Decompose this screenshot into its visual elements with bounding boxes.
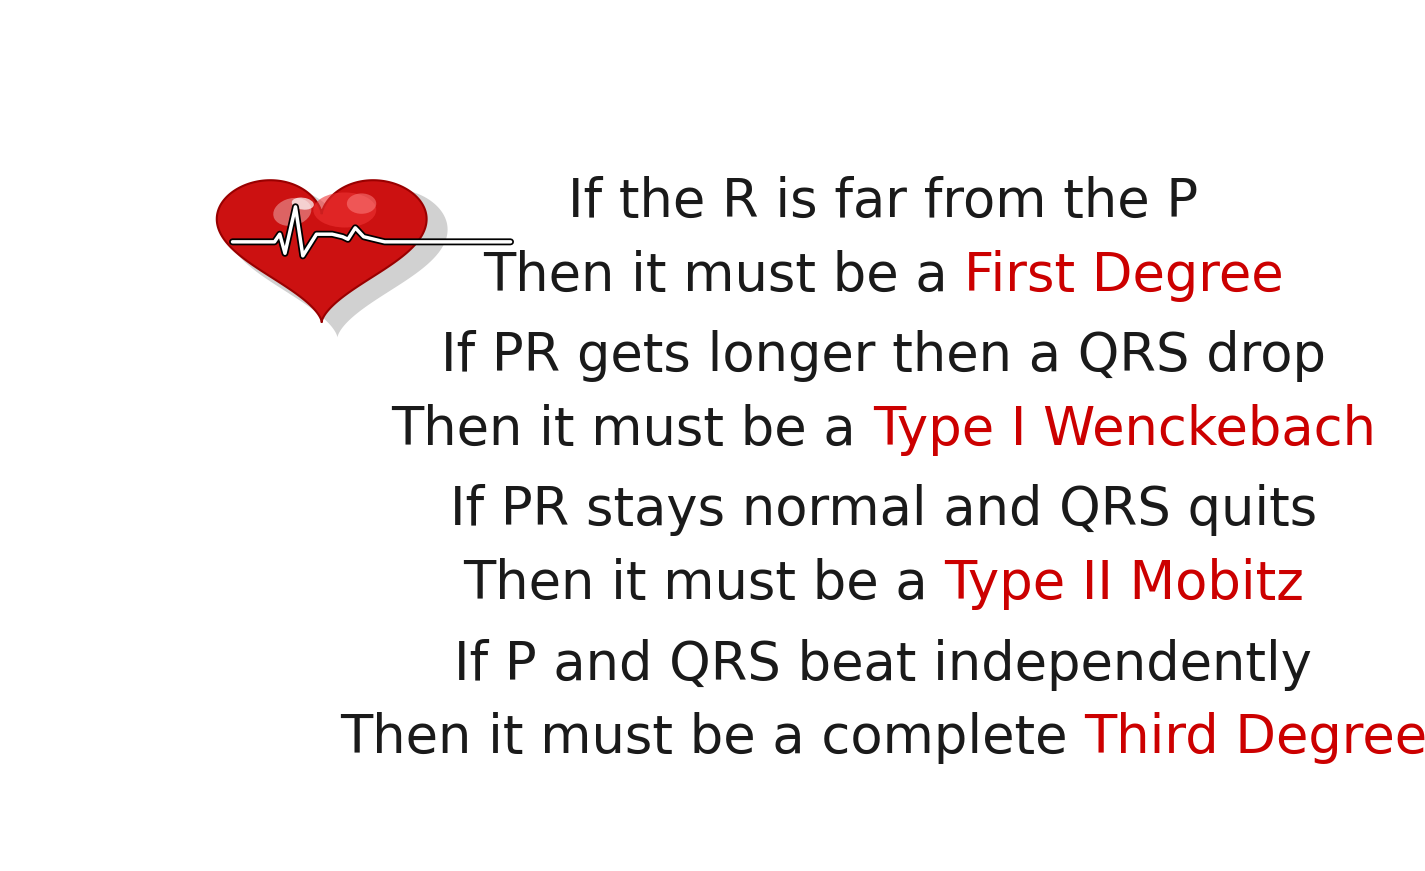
Polygon shape bbox=[227, 189, 447, 338]
Text: Third Degree: Third Degree bbox=[1084, 712, 1425, 765]
Text: If P and QRS beat independently: If P and QRS beat independently bbox=[455, 638, 1312, 691]
Ellipse shape bbox=[314, 192, 376, 227]
Text: Then it must be a: Then it must be a bbox=[483, 249, 965, 301]
Ellipse shape bbox=[292, 198, 314, 210]
Text: Then it must be a: Then it must be a bbox=[392, 404, 872, 456]
Text: If the R is far from the P: If the R is far from the P bbox=[569, 176, 1198, 228]
Text: First Degree: First Degree bbox=[965, 249, 1284, 301]
Text: If PR gets longer then a QRS drop: If PR gets longer then a QRS drop bbox=[440, 330, 1327, 382]
Text: Type II Mobitz: Type II Mobitz bbox=[945, 558, 1304, 610]
Ellipse shape bbox=[274, 198, 312, 226]
Text: If PR stays normal and QRS quits: If PR stays normal and QRS quits bbox=[450, 484, 1317, 537]
Ellipse shape bbox=[346, 193, 376, 213]
Text: Then it must be a complete: Then it must be a complete bbox=[339, 712, 1084, 765]
Polygon shape bbox=[217, 180, 426, 322]
Text: Then it must be a: Then it must be a bbox=[463, 558, 945, 610]
Text: Type I Wenckebach: Type I Wenckebach bbox=[872, 404, 1375, 456]
